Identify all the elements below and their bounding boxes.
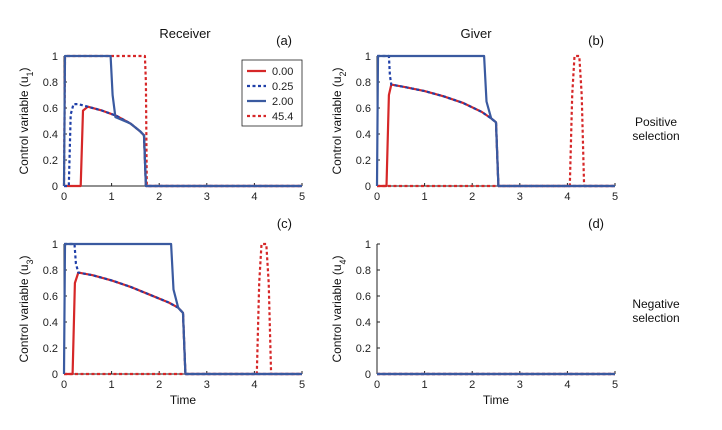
y-tick-label: 0.8 [43, 265, 58, 277]
x-tick-label: 4 [251, 191, 257, 203]
x-tick-label: 2 [469, 379, 475, 391]
panel-label: (d) [588, 216, 604, 231]
x-tick-label: 0 [374, 191, 380, 203]
y-tick-label: 0 [365, 369, 371, 381]
legend-label: 45.4 [272, 111, 293, 123]
x-tick-label: 0 [374, 379, 380, 391]
y-tick-label: 1 [365, 51, 371, 63]
y-tick-label: 0 [365, 181, 371, 193]
panel-label: (a) [276, 33, 292, 48]
y-tick-label: 0.8 [43, 77, 58, 89]
y-tick-label: 1 [52, 51, 58, 63]
x-tick-label: 5 [299, 379, 305, 391]
y-tick-label: 1 [365, 239, 371, 251]
series-line-2-00 [62, 242, 302, 376]
legend: 0.00 0.25 2.00 45.4 [241, 59, 303, 127]
x-tick-label: 3 [204, 191, 210, 203]
x-axis-label: Time [483, 393, 510, 407]
series-line-2-00 [62, 54, 302, 188]
y-tick-label: 0.8 [356, 77, 371, 89]
panel-label: (c) [277, 216, 292, 231]
x-tick-label: 4 [564, 191, 570, 203]
y-axis-label: Control variable (u2) [330, 67, 348, 174]
panel-label: (b) [588, 33, 604, 48]
y-tick-label: 0.6 [356, 103, 371, 115]
x-tick-label: 2 [156, 379, 162, 391]
series-line-0-25 [377, 54, 615, 188]
legend-label: 0.00 [272, 66, 293, 78]
panel-a: 0 1 2 3 4 5 0 0.2 0.4 0.6 0.8 1 Control variable (u1… [17, 33, 305, 203]
x-tick-label: 2 [469, 191, 475, 203]
x-tick-label: 5 [299, 191, 305, 203]
column-title-receiver: Receiver [159, 26, 211, 41]
y-tick-label: 0 [52, 181, 58, 193]
y-tick-label: 0 [52, 369, 58, 381]
panel-c: 0 1 2 3 4 5 0 0.2 0.4 0.6 0.8 1 Control variable (u3… [17, 216, 305, 407]
x-tick-label: 2 [156, 191, 162, 203]
series-line-0-25 [64, 242, 302, 376]
x-tick-label: 4 [251, 379, 257, 391]
y-tick-label: 0.2 [43, 343, 58, 355]
x-tick-label: 4 [564, 379, 570, 391]
series-line-45-4 [64, 242, 302, 376]
panels: 0 1 2 3 4 5 0 0.2 0.4 0.6 0.8 1 Control variable (u1… [17, 33, 618, 407]
column-title-giver: Giver [460, 26, 492, 41]
row-label-negative-line1: Negative [632, 297, 680, 311]
row-label-positive-line2: selection [632, 129, 679, 143]
y-tick-label: 0.2 [43, 155, 58, 167]
y-tick-label: 0.4 [356, 317, 371, 329]
y-tick-label: 0.6 [356, 291, 371, 303]
y-tick-label: 0.4 [43, 129, 58, 141]
y-tick-label: 0.8 [356, 265, 371, 277]
panel-d: 0 1 2 3 4 5 0 0.2 0.4 0.6 0.8 1 Control variable (u4… [330, 216, 618, 407]
x-tick-label: 3 [517, 379, 523, 391]
x-tick-label: 0 [61, 379, 67, 391]
series-line-2-00 [375, 54, 615, 188]
y-tick-label: 1 [52, 239, 58, 251]
y-axis-label: Control variable (u1) [17, 67, 35, 174]
y-axis-label: Control variable (u3) [17, 255, 35, 362]
x-tick-label: 1 [109, 379, 115, 391]
series-line-45-4 [377, 54, 615, 188]
y-tick-label: 0.6 [43, 103, 58, 115]
y-tick-label: 0.2 [356, 343, 371, 355]
x-tick-label: 0 [61, 191, 67, 203]
x-axis-label: Time [170, 393, 197, 407]
x-tick-label: 5 [612, 379, 618, 391]
legend-label: 2.00 [272, 96, 293, 108]
y-tick-label: 0.4 [43, 317, 58, 329]
panel-b: 0 1 2 3 4 5 0 0.2 0.4 0.6 0.8 1 Control variable (u2… [330, 33, 618, 203]
x-tick-label: 1 [109, 191, 115, 203]
x-tick-label: 3 [517, 191, 523, 203]
x-tick-label: 1 [422, 379, 428, 391]
x-tick-label: 3 [204, 379, 210, 391]
x-tick-label: 1 [422, 191, 428, 203]
legend-label: 0.25 [272, 81, 293, 93]
row-label-negative-line2: selection [632, 311, 679, 325]
y-tick-label: 0.4 [356, 129, 371, 141]
y-tick-label: 0.2 [356, 155, 371, 167]
y-tick-label: 0.6 [43, 291, 58, 303]
x-tick-label: 5 [612, 191, 618, 203]
row-label-positive-line1: Positive [635, 115, 677, 129]
y-axis-label: Control variable (u4) [330, 255, 348, 362]
